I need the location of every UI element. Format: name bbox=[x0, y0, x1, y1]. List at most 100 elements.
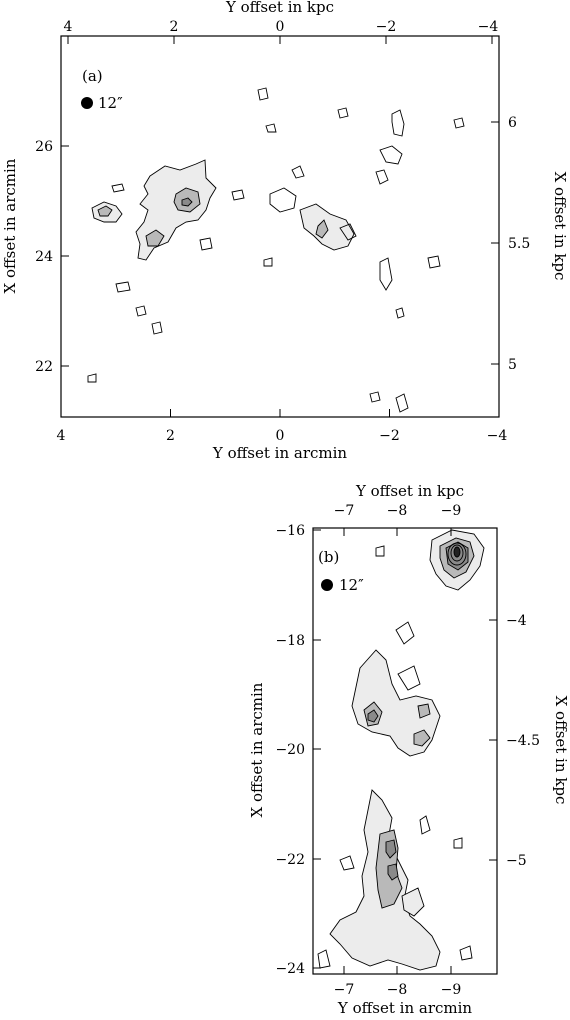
panel-a-xtick-top-label: 0 bbox=[276, 19, 285, 35]
panel-a-contour-island bbox=[231, 189, 245, 201]
panel-a-contour-island bbox=[369, 391, 381, 403]
panel-a-ytick-label: 26 bbox=[35, 139, 53, 155]
panel-b-frame bbox=[312, 527, 498, 975]
panel-b-contour-island bbox=[459, 945, 473, 961]
panel-a-contour-right-core bbox=[315, 219, 329, 239]
panel-b-yticks-right: −4 −4.5 −5 bbox=[489, 613, 540, 869]
panel-b-xlabel-top: Y offset in kpc bbox=[355, 482, 464, 500]
panel-b-contour-top-ring bbox=[453, 546, 461, 558]
panel-a-xtick-label: 4 bbox=[57, 428, 66, 444]
panel-b-contour-top-ring bbox=[447, 542, 467, 566]
panel-b-ytick-label: −18 bbox=[275, 633, 305, 649]
panel-a: 12″ (a) 4 2 0 −2 −4 Y offset in arcmin 4… bbox=[1, 0, 569, 462]
panel-a-ytick-right-label: 5.5 bbox=[508, 236, 530, 252]
panel-a-contour-island bbox=[379, 145, 403, 165]
panel-a-xtick-top-label: −4 bbox=[478, 19, 499, 35]
panel-a-xlabel-top: Y offset in kpc bbox=[225, 0, 334, 16]
panel-a-contour-peak bbox=[181, 197, 193, 207]
panel-b-contour-island bbox=[339, 855, 355, 871]
panel-b-contour-lower-peak bbox=[385, 839, 397, 859]
panel-b-xtick-top-label: −9 bbox=[441, 503, 462, 519]
panel-b-xtick-label: −7 bbox=[334, 982, 355, 998]
panel-b-ytick-label: −24 bbox=[275, 961, 305, 977]
panel-b-xtick-label: −8 bbox=[387, 982, 408, 998]
panel-b-contour-island bbox=[419, 815, 431, 835]
panel-a-contour-island bbox=[135, 305, 147, 317]
panel-a-contour-island bbox=[427, 255, 441, 269]
panel-a-xticks-top: 4 2 0 −2 −4 bbox=[64, 19, 499, 44]
panel-b-contour-lower-peak bbox=[387, 863, 399, 881]
panel-a-contour-island bbox=[257, 87, 269, 101]
panel-a-contour-island bbox=[87, 373, 97, 383]
panel-a-ylabel-left: X offset in arcmin bbox=[1, 158, 19, 293]
panel-a-frame bbox=[60, 35, 500, 418]
panel-b-contour-island bbox=[375, 545, 385, 557]
panel-b-beam-label: 12″ bbox=[339, 576, 364, 594]
panel-a-contour-lower bbox=[145, 229, 165, 247]
panel-a-xlabel-bottom: Y offset in arcmin bbox=[212, 444, 347, 462]
panel-b-contour-middle bbox=[351, 649, 441, 757]
panel-a-contour-island bbox=[115, 281, 131, 293]
panel-b-label: (b) bbox=[318, 548, 339, 566]
panel-a-contour-island bbox=[391, 109, 405, 137]
panel-a-contour-island bbox=[395, 307, 405, 319]
panel-a-contour-island bbox=[395, 393, 409, 413]
panel-b-ytick-label: −22 bbox=[275, 852, 305, 868]
panel-a-yticks-right: 5 5.5 6 bbox=[491, 115, 530, 373]
panel-a-label: (a) bbox=[82, 67, 103, 85]
panel-b-xtick-top-label: −8 bbox=[387, 503, 408, 519]
panel-b-xtick-top-label: −7 bbox=[334, 503, 355, 519]
panel-b-ylabel-left: X offset in arcmin bbox=[248, 682, 266, 817]
panel-b-xticks-bottom: −7 −8 −9 bbox=[334, 966, 462, 998]
panel-b-xtick-label: −9 bbox=[441, 982, 462, 998]
panel-a-contour-island bbox=[337, 107, 349, 119]
panel-a-xtick-label: −2 bbox=[379, 428, 400, 444]
panel-b-ytick-right-label: −4 bbox=[506, 613, 527, 629]
panel-b-contour-island bbox=[317, 949, 331, 969]
panel-b-ytick-label: −20 bbox=[275, 742, 305, 758]
panel-a-contour-island bbox=[111, 183, 125, 193]
panel-a-contour-island bbox=[199, 237, 213, 251]
panel-b-contour-island bbox=[397, 665, 421, 691]
panel-b-ylabel-right: X offset in kpc bbox=[552, 696, 570, 805]
panel-b-yticks-left: −16 −18 −20 −22 −24 bbox=[275, 523, 321, 977]
panel-b-contour-lower-right bbox=[401, 887, 425, 917]
panel-a-xtick-top-label: 4 bbox=[64, 19, 73, 35]
panel-a-contour-left-core bbox=[97, 205, 113, 217]
panel-b-beam-marker bbox=[321, 579, 333, 591]
panel-a-contour-island bbox=[375, 169, 389, 185]
panel-a-beam-label: 12″ bbox=[98, 94, 123, 112]
panel-a-xtick-top-label: 2 bbox=[170, 19, 179, 35]
panel-a-contour-island bbox=[265, 123, 277, 133]
panel-a-contours bbox=[87, 87, 465, 413]
panel-a-ylabel-right: X offset in kpc bbox=[551, 172, 569, 281]
panel-a-ytick-right-label: 6 bbox=[508, 115, 517, 131]
panel-b-contour-middle-right-upper bbox=[417, 703, 431, 719]
panel-a-beam-marker bbox=[81, 97, 93, 109]
panel-a-contour-island bbox=[291, 165, 305, 179]
panel-a-xtick-top-label: −2 bbox=[376, 19, 397, 35]
panel-b-contours bbox=[317, 529, 485, 971]
panel-b-contour-top-ring bbox=[450, 544, 464, 562]
panel-b-contour-island bbox=[395, 621, 415, 645]
panel-b-contour-middle-peak bbox=[367, 709, 379, 723]
panel-a-ytick-label: 24 bbox=[35, 249, 53, 265]
panel-a-xtick-label: 0 bbox=[276, 428, 285, 444]
panel-a-ytick-right-label: 5 bbox=[508, 357, 517, 373]
panel-b-xticks-top: −7 −8 −9 bbox=[334, 503, 462, 536]
panel-a-contour-island bbox=[339, 223, 357, 241]
panel-a-contour-island bbox=[453, 117, 465, 129]
panel-a-xticks-bottom: 4 2 0 −2 −4 bbox=[57, 409, 508, 444]
panel-a-yticks-left: 22 24 26 bbox=[35, 139, 69, 375]
panel-b: 12″ (b) −7 −8 −9 Y offset in arcmin −7 −… bbox=[248, 482, 570, 1017]
panel-b-ytick-label: −16 bbox=[275, 523, 305, 539]
panel-a-contour-island bbox=[151, 321, 163, 335]
panel-b-contour-middle-right bbox=[413, 729, 431, 747]
panel-a-contour-island bbox=[379, 257, 393, 291]
panel-a-contour-island bbox=[263, 257, 273, 267]
panel-b-ytick-right-label: −5 bbox=[506, 853, 527, 869]
panel-a-ytick-label: 22 bbox=[35, 359, 53, 375]
panel-a-xtick-label: −4 bbox=[487, 428, 508, 444]
panel-b-ytick-right-label: −4.5 bbox=[506, 733, 540, 749]
